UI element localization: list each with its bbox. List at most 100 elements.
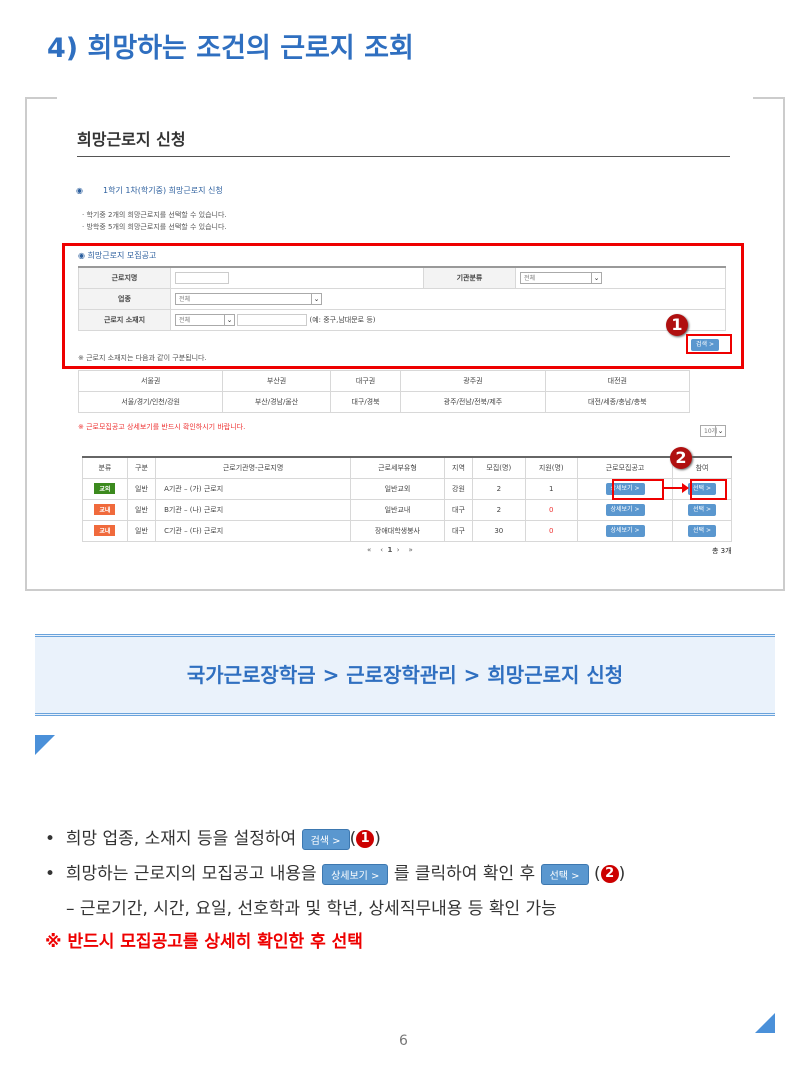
location-value: 전체 bbox=[179, 316, 191, 324]
type-cell: 일반 bbox=[126, 498, 157, 521]
column-header: 근로기관명-근로지명 bbox=[155, 456, 352, 479]
total-count: 총 3개 bbox=[712, 547, 732, 555]
region-header: 부산권 bbox=[222, 370, 331, 392]
region-header: 대전권 bbox=[544, 370, 691, 392]
category-cell: 교내 bbox=[82, 498, 128, 521]
workplace-name-cell: C기관 – (다) 근로지 bbox=[155, 519, 352, 542]
bullet-text: 희망하는 근로지의 모집공고 내용을 bbox=[65, 864, 317, 884]
applied-count-cell: 1 bbox=[524, 477, 579, 500]
note-text: 방학중 5개의 희망근로지를 선택할 수 있습니다. bbox=[86, 223, 227, 231]
region-header: 대구권 bbox=[329, 370, 402, 392]
note-text: 학기중 2개의 희망근로지를 선택할 수 있습니다. bbox=[86, 211, 227, 219]
applied-count-cell: 0 bbox=[524, 519, 579, 542]
workplace-label: 근로지명 bbox=[78, 266, 171, 289]
column-header: 근로모집공고 bbox=[577, 456, 674, 479]
type-cell: 일반 bbox=[126, 519, 157, 542]
column-header: 모집(명) bbox=[472, 456, 526, 479]
navigation-path-banner: 국가근로장학금 > 근로장학관리 > 희망근로지 신청 bbox=[35, 634, 775, 716]
search-title-text: 희망근로지 모집공고 bbox=[87, 251, 157, 260]
industry-label: 업종 bbox=[78, 287, 171, 310]
category-badge: 교내 bbox=[94, 504, 116, 515]
region-header: 광주권 bbox=[400, 370, 546, 392]
region-table: 서울권 부산권 대구권 광주권 대전권 서울/경기/인천/강원 부산/경남/울산 대구/경북… bbox=[77, 370, 691, 413]
bullet-2: • 희망하는 근로지의 모집공고 내용을 상세보기 > 를 클릭하여 확인 후 … bbox=[45, 863, 626, 885]
step-number-2: 2 bbox=[600, 865, 619, 883]
next-page-button[interactable]: › bbox=[396, 546, 400, 554]
search-highlight-box bbox=[62, 243, 744, 369]
bullet-text: 희망 업종, 소재지 등을 설정하여 bbox=[65, 829, 297, 849]
type-cell: 일반 bbox=[126, 477, 157, 500]
corner-triangle-icon bbox=[35, 735, 55, 755]
results-table: 분류 구분 근로기관명-근로지명 근로세부유형 지역 모집(명) 지원(명) 근로모집공고 참여… bbox=[82, 456, 732, 542]
location-input[interactable] bbox=[237, 313, 308, 326]
agency-label: 기관분류 bbox=[423, 266, 516, 289]
prev-page-button[interactable]: ‹ bbox=[380, 546, 384, 554]
column-header: 지역 bbox=[443, 456, 474, 479]
column-header: 근로세부유형 bbox=[350, 456, 445, 479]
bullet-icon: ◉ bbox=[76, 186, 83, 195]
workplace-name-cell: A기관 – (가) 근로지 bbox=[155, 477, 352, 500]
select-button-image: 선택 > bbox=[540, 863, 589, 885]
select-button[interactable]: 선택 > bbox=[688, 503, 716, 516]
bullet-1: • 희망 업종, 소재지 등을 설정하여 검색 >(1) bbox=[45, 828, 381, 850]
divider bbox=[77, 156, 730, 157]
chevron-down-icon: ⌄ bbox=[311, 293, 321, 304]
detail-type-cell: 장애대학생봉사 bbox=[350, 519, 445, 542]
frame-bottom bbox=[25, 589, 785, 591]
region-note: ※ 근로지 소재지는 다음과 같이 구분됩니다. bbox=[78, 354, 207, 362]
detail-type-cell: 일반교내 bbox=[350, 498, 445, 521]
page-size-value: 10개 bbox=[704, 427, 718, 435]
location-select[interactable]: 전체 ⌄ bbox=[175, 313, 235, 326]
section-heading: ◉ 1학기 1차(학기중) 희망근로지 신청 bbox=[76, 185, 223, 196]
chevron-down-icon: ⌄ bbox=[715, 425, 725, 436]
notice-cell: 상세보기 > bbox=[577, 519, 674, 542]
notice-cell: 상세보기 > bbox=[577, 498, 674, 521]
section-title: 1학기 1차(학기중) 희망근로지 신청 bbox=[102, 186, 223, 195]
participate-cell: 선택 > bbox=[672, 519, 732, 542]
note-2: · 방학중 5개의 희망근로지를 선택할 수 있습니다. bbox=[82, 223, 227, 231]
region-value: 대전/세종/충남/충북 bbox=[544, 391, 691, 413]
agency-select[interactable]: 전체 ⌄ bbox=[520, 271, 602, 284]
page-size-select[interactable]: 10개 ⌄ bbox=[700, 424, 726, 437]
detail-button-image: 상세보기 > bbox=[322, 863, 389, 885]
note-1: · 학기중 2개의 희망근로지를 선택할 수 있습니다. bbox=[82, 211, 227, 219]
industry-value: 전체 bbox=[179, 295, 191, 303]
select-button-highlight bbox=[690, 479, 727, 500]
chevron-down-icon: ⌄ bbox=[591, 272, 601, 283]
category-badge: 교외 bbox=[94, 483, 116, 494]
workplace-name-cell: B기관 – (나) 근로지 bbox=[155, 498, 352, 521]
step-number-1: 1 bbox=[356, 830, 375, 848]
detail-type-cell: 일반교외 bbox=[350, 477, 445, 500]
region-header: 서울권 bbox=[77, 370, 224, 392]
current-page[interactable]: 1 bbox=[387, 546, 393, 554]
industry-select[interactable]: 전체 ⌄ bbox=[175, 292, 322, 305]
select-button[interactable]: 선택 > bbox=[688, 482, 716, 495]
region-value: 부산/경남/울산 bbox=[222, 391, 331, 413]
applied-count-cell: 0 bbox=[524, 498, 579, 521]
pagination: « ‹ 1 › » bbox=[367, 546, 413, 554]
detail-warning: ※ 근로모집공고 상세보기를 반드시 확인하시기 바랍니다. bbox=[78, 423, 246, 431]
table-row: 교내 일반 C기관 – (다) 근로지 장애대학생봉사 대구 30 0 상세보기… bbox=[82, 519, 732, 542]
corner-triangle-icon bbox=[755, 1013, 775, 1033]
arrow-right-icon bbox=[664, 487, 686, 489]
detail-view-button[interactable]: 상세보기 > bbox=[605, 503, 645, 516]
page-number: 6 bbox=[399, 1033, 408, 1049]
recruit-count-cell: 30 bbox=[472, 519, 526, 542]
page-heading: 4) 희망하는 조건의 근로지 조회 bbox=[47, 33, 414, 64]
region-cell: 강원 bbox=[443, 477, 474, 500]
detail-view-button[interactable]: 상세보기 > bbox=[605, 524, 645, 537]
recruit-count-cell: 2 bbox=[472, 477, 526, 500]
first-page-button[interactable]: « bbox=[367, 546, 372, 554]
table-header-row: 분류 구분 근로기관명-근로지명 근로세부유형 지역 모집(명) 지원(명) 근로모집공고 참여 bbox=[82, 456, 732, 479]
important-warning: ※ 반드시 모집공고를 상세히 확인한 후 선택 bbox=[45, 932, 363, 952]
column-header: 분류 bbox=[82, 456, 128, 479]
region-value: 서울/경기/인천/강원 bbox=[77, 391, 224, 413]
select-button[interactable]: 선택 > bbox=[688, 524, 716, 537]
last-page-button[interactable]: » bbox=[408, 546, 413, 554]
detail-view-button[interactable]: 상세보기 > bbox=[605, 482, 645, 495]
column-header: 지원(명) bbox=[524, 456, 579, 479]
search-button[interactable]: 검색 > bbox=[691, 339, 719, 351]
workplace-input[interactable] bbox=[175, 271, 229, 284]
sub-bullet: – 근로기간, 시간, 요일, 선호학과 및 학년, 상세직무내용 등 확인 가… bbox=[66, 899, 557, 919]
region-value: 대구/경북 bbox=[329, 391, 402, 413]
